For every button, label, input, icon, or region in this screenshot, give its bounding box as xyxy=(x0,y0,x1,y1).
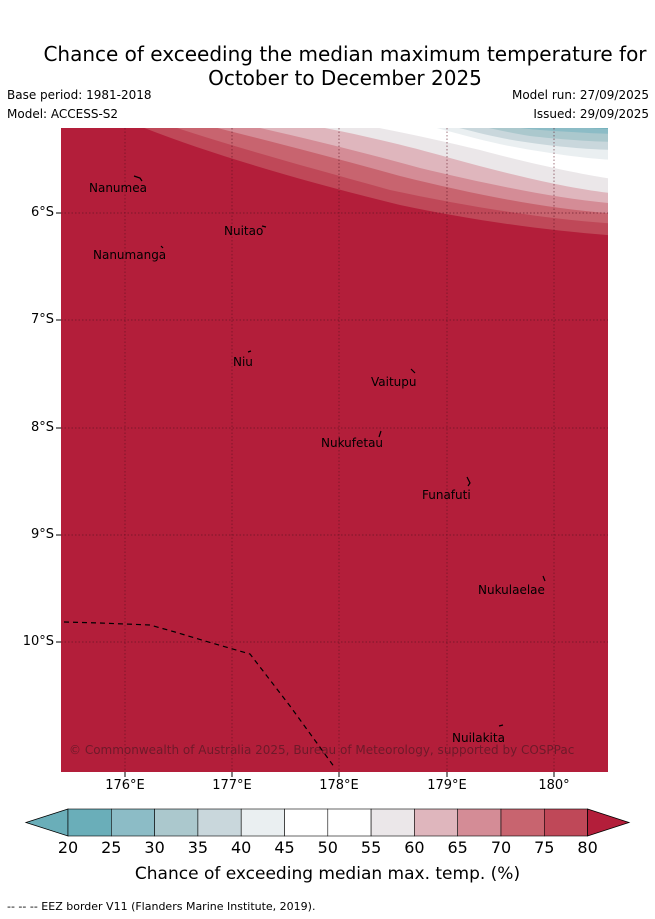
colorbar-extend-low xyxy=(24,808,69,837)
colorbar-tick-50: 50 xyxy=(317,838,338,857)
place-nukufetau: Nukufetau xyxy=(321,436,384,450)
place-nuitao: Nuitao xyxy=(224,224,264,238)
eez-legend: -- -- -- EEZ border V11 (Flanders Marine… xyxy=(7,900,316,913)
island-nuilakita xyxy=(498,724,504,727)
model-run: Model run: 27/09/2025 xyxy=(511,88,649,102)
island-nukufetau xyxy=(378,430,382,438)
colorbar-segment-30-35 xyxy=(154,808,199,837)
colorbar-segment-70-75 xyxy=(500,808,545,837)
colorbar-tick-60: 60 xyxy=(404,838,425,857)
issued-date: Issued: 29/09/2025 xyxy=(533,107,649,121)
colorbar-tick-45: 45 xyxy=(274,838,295,857)
colorbar-segment-75-80 xyxy=(543,808,588,837)
band-20 xyxy=(589,128,608,129)
colorbar-tick-80: 80 xyxy=(577,838,598,857)
eez-border xyxy=(63,621,336,769)
title-line-2: October to December 2025 xyxy=(208,66,482,90)
colorbar-tick-55: 55 xyxy=(360,838,382,857)
colorbar-tick-30: 30 xyxy=(144,838,165,857)
islands xyxy=(133,175,546,727)
lon-label-178e: 178°E xyxy=(319,778,359,793)
colorbar-segment-35-40 xyxy=(197,808,242,837)
lat-label-6s: 6°S xyxy=(30,205,54,220)
colorbar-tick-75: 75 xyxy=(534,838,555,857)
island-vaitupu xyxy=(410,368,416,374)
lon-label-176e: 176°E xyxy=(105,778,145,793)
graticule xyxy=(61,128,608,772)
island-nanumanga xyxy=(160,245,164,249)
colorbar-segment-60-65 xyxy=(414,808,458,837)
colorbar-tick-35: 35 xyxy=(187,838,209,857)
colorbar-label: Chance of exceeding median max. temp. (%… xyxy=(134,864,521,884)
model-name: Model: ACCESS-S2 xyxy=(7,107,119,121)
colorbar-segment-40-45 xyxy=(240,808,285,837)
lat-label-7s: 7°S xyxy=(30,312,54,327)
band-25 xyxy=(520,128,608,134)
title-line-1: Chance of exceeding the median maximum t… xyxy=(43,42,647,66)
colorbar-tick-20: 20 xyxy=(57,838,79,857)
place-funafuti: Funafuti xyxy=(422,488,471,502)
field-base-80 xyxy=(61,128,608,772)
colorbar-tick-25: 25 xyxy=(101,838,122,857)
island-nukulaelae xyxy=(542,575,546,582)
place-nuilakita: Nuilakita xyxy=(452,731,505,745)
lon-label-180: 180° xyxy=(538,778,570,793)
island-nuitao xyxy=(261,225,267,228)
lon-label-179e: 179°E xyxy=(427,778,467,793)
colorbar-tick-40: 40 xyxy=(231,838,252,857)
copyright-credit: © Commonwealth of Australia 2025, Bureau… xyxy=(69,743,575,757)
colorbar-segment-20-25 xyxy=(67,808,112,837)
island-niu xyxy=(247,350,252,353)
place-nanumanga: Nanumanga xyxy=(93,248,167,262)
colorbar xyxy=(24,808,631,837)
lat-label-8s: 8°S xyxy=(30,420,54,435)
place-nanumea: Nanumea xyxy=(89,181,147,195)
lat-label-10s: 10°S xyxy=(22,634,54,649)
colorbar-segment-50-55 xyxy=(327,808,372,837)
colorbar-segment-45-50 xyxy=(284,808,329,837)
place-nukulaelae: Nukulaelae xyxy=(478,583,545,597)
lat-label-9s: 9°S xyxy=(30,527,54,542)
colorbar-segment-55-60 xyxy=(370,808,415,837)
lon-label-177e: 177°E xyxy=(212,778,252,793)
colorbar-tick-65: 65 xyxy=(447,838,468,857)
base-period: Base period: 1981-2018 xyxy=(7,88,152,102)
colorbar-segment-65-70 xyxy=(457,808,502,837)
colorbar-extend-high xyxy=(587,808,631,837)
place-vaitupu: Vaitupu xyxy=(371,375,417,389)
axis-ticks xyxy=(56,212,555,777)
island-funafuti xyxy=(466,476,471,487)
colorbar-segment-25-30 xyxy=(111,808,155,837)
island-nanumea xyxy=(133,175,143,182)
colorbar-tick-70: 70 xyxy=(490,838,512,857)
probability-field xyxy=(61,128,608,772)
place-niu: Niu xyxy=(233,355,253,369)
